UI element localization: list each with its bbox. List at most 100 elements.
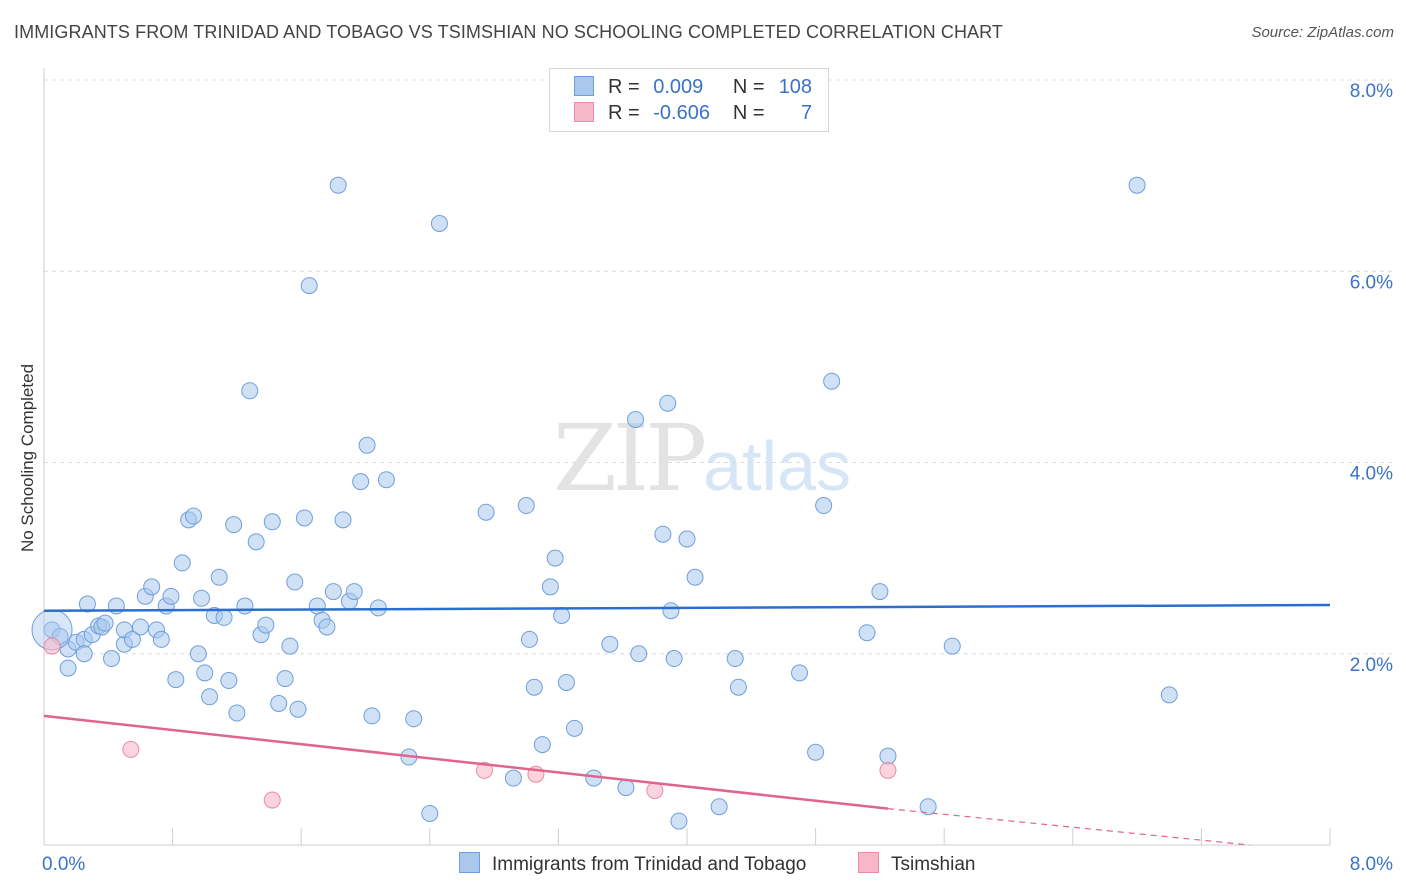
immigrants-point [123, 630, 141, 648]
tsimshian-point [43, 637, 61, 655]
y-tick-label: 6.0% [1350, 272, 1393, 293]
immigrants-point [710, 798, 728, 816]
immigrants-point [659, 394, 677, 412]
immigrants-point [520, 630, 538, 648]
immigrants-point [686, 568, 704, 586]
immigrants-point [533, 736, 551, 754]
immigrants-point [565, 719, 583, 737]
immigrants-point [189, 645, 207, 663]
legend-r-label: R = [608, 102, 640, 124]
immigrants-point [247, 533, 265, 551]
immigrants-point [173, 554, 191, 572]
immigrants-point [823, 372, 841, 390]
immigrants-point [352, 473, 370, 491]
immigrants-point [662, 602, 680, 620]
tsimshian-point [263, 791, 281, 809]
immigrants-point [75, 645, 93, 663]
immigrants-point [421, 804, 439, 822]
legend-n-label: N = [732, 102, 765, 124]
legend-swatch-blue [574, 76, 594, 96]
immigrants-point [858, 624, 876, 642]
bottom-legend-swatch-pink [858, 852, 879, 873]
immigrants-point [369, 599, 387, 617]
legend-r-value: -0.606 [653, 102, 710, 124]
immigrants-point [504, 769, 522, 787]
immigrants-point [557, 673, 575, 691]
immigrants-point [334, 511, 352, 529]
legend-n-value: 108 [778, 76, 813, 98]
immigrants-point [270, 694, 288, 712]
immigrants-point [601, 635, 619, 653]
immigrants-point [184, 507, 202, 525]
x-tick-label: 0.0% [42, 854, 85, 875]
y-tick-label: 8.0% [1350, 81, 1393, 102]
immigrants-point [263, 513, 281, 531]
immigrants-point [665, 650, 683, 668]
immigrants-point [654, 525, 672, 543]
immigrants-point [220, 672, 238, 690]
immigrants-point [617, 779, 635, 797]
immigrants-point [430, 214, 448, 232]
immigrants-point [329, 176, 347, 194]
x-tick-label: 8.0% [1350, 854, 1393, 875]
immigrants-point [236, 597, 254, 615]
immigrants-point [300, 277, 318, 295]
immigrants-point [281, 637, 299, 655]
tsimshian-point [879, 761, 897, 779]
immigrants-point [791, 664, 809, 682]
immigrants-point [196, 664, 214, 682]
legend-n-value: 7 [800, 102, 813, 124]
immigrants-point [943, 637, 961, 655]
immigrants-point [815, 497, 833, 515]
immigrants-point [286, 573, 304, 591]
immigrants-point [210, 568, 228, 586]
immigrants-point [276, 670, 294, 688]
immigrants-point [162, 587, 180, 605]
legend-n-label: N = [732, 76, 765, 98]
source-credit: Source: ZipAtlas.com [1251, 24, 1394, 41]
immigrants-point [131, 618, 149, 636]
bottom-legend-swatch-blue [459, 852, 480, 873]
immigrants-point [318, 618, 336, 636]
tsimshian-point [122, 740, 140, 758]
immigrants-trend-line [43, 603, 1331, 612]
tsimshian-trend-line [43, 714, 889, 810]
bottom-legend-label: Immigrants from Trinidad and Tobago [492, 854, 807, 875]
immigrants-point [358, 436, 376, 454]
immigrants-point [289, 700, 307, 718]
bottom-legend-immigrants: Immigrants from Trinidad and Tobago [459, 852, 806, 876]
immigrants-point [308, 597, 326, 615]
immigrants-point [871, 583, 889, 601]
immigrants-point [546, 549, 564, 567]
immigrants-point [919, 798, 937, 816]
legend-row-immigrants: R = 0.009 N = 108 [574, 76, 812, 100]
immigrants-point [201, 688, 219, 706]
immigrants-point [228, 704, 246, 722]
y-tick-label: 2.0% [1350, 655, 1393, 676]
immigrants-point [103, 650, 121, 668]
bottom-legend-label: Tsimshian [891, 854, 976, 875]
immigrants-point [405, 710, 423, 728]
immigrants-point [143, 578, 161, 596]
immigrants-point [879, 747, 897, 765]
immigrants-point [241, 382, 259, 400]
tsimshian-trend-extension [887, 808, 1250, 846]
immigrants-point [225, 516, 243, 534]
y-tick-label: 4.0% [1350, 464, 1393, 485]
tsimshian-point [475, 761, 493, 779]
legend-row-tsimshian: R = -0.606 N = 7 [574, 102, 812, 126]
immigrants-point [670, 812, 688, 830]
immigrants-point [627, 410, 645, 428]
immigrants-point [517, 497, 535, 515]
immigrants-point [295, 509, 313, 527]
immigrants-point [1128, 176, 1146, 194]
immigrants-point [678, 530, 696, 548]
correlation-legend: R = 0.009 N = 108 R = -0.606 N = 7 [549, 68, 829, 132]
immigrants-point [59, 659, 77, 677]
immigrants-point [324, 583, 342, 601]
legend-r-label: R = [608, 76, 640, 98]
watermark-atlas: atlas [703, 427, 852, 505]
legend-r-value: 0.009 [653, 76, 704, 98]
immigrants-point [553, 607, 571, 624]
